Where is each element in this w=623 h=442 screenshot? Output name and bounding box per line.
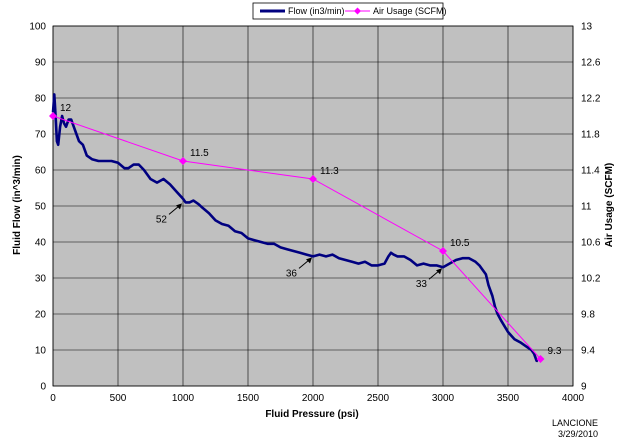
footer-date: 3/29/2010 <box>558 429 598 439</box>
right-tick-label: 9 <box>581 382 587 393</box>
left-tick-label: 90 <box>35 58 47 69</box>
left-tick-label: 0 <box>40 382 46 393</box>
air-usage-data-label: 10.5 <box>450 238 470 249</box>
annotation-label: 52 <box>156 214 168 225</box>
legend-air-label: Air Usage (SCFM) <box>373 6 447 16</box>
right-tick-label: 11 <box>581 202 592 213</box>
left-tick-label: 80 <box>35 94 47 105</box>
right-tick-label: 11.8 <box>581 130 600 141</box>
right-tick-label: 12.2 <box>581 94 601 105</box>
left-tick-label: 60 <box>35 166 47 177</box>
x-tick-label: 3000 <box>432 393 455 404</box>
right-tick-label: 10.6 <box>581 238 601 249</box>
left-axis-title: Fluid Flow (in^3/min) <box>12 155 23 255</box>
x-tick-label: 4000 <box>562 393 585 404</box>
air-usage-data-label: 12 <box>60 103 72 114</box>
air-usage-point <box>49 112 57 120</box>
air-usage-data-label: 9.3 <box>548 346 562 357</box>
x-tick-label: 1000 <box>172 393 195 404</box>
left-tick-label: 20 <box>35 310 47 321</box>
x-tick-label: 0 <box>50 393 56 404</box>
right-tick-label: 9.8 <box>581 310 595 321</box>
right-tick-label: 9.4 <box>581 346 595 357</box>
x-axis-ticks: 0 500 1000 1500 2000 2500 3000 3500 4000 <box>50 393 584 404</box>
air-usage-data-label: 11.3 <box>320 166 339 177</box>
annotation-label: 36 <box>286 268 298 279</box>
air-usage-point <box>179 157 187 165</box>
footer-name: LANCIONE <box>552 418 598 428</box>
right-tick-label: 10.2 <box>581 274 601 285</box>
legend-air-marker <box>354 7 361 15</box>
right-tick-label: 13 <box>581 22 593 33</box>
x-axis-title: Fluid Pressure (psi) <box>265 409 358 420</box>
right-axis-title: Air Usage (SCFM) <box>604 163 615 247</box>
left-tick-label: 100 <box>29 22 46 33</box>
legend-flow-label: Flow (in3/min) <box>288 6 345 16</box>
left-tick-label: 10 <box>35 346 47 357</box>
plot-area <box>52 25 574 387</box>
left-axis-ticks: 0 10 20 30 40 50 60 70 80 90 100 <box>29 22 46 393</box>
x-tick-label: 1500 <box>237 393 260 404</box>
legend: Flow (in3/min) Air Usage (SCFM) <box>252 2 447 20</box>
annotation-label: 33 <box>416 279 428 290</box>
air-usage-data-label: 11.5 <box>190 148 209 159</box>
x-tick-label: 3500 <box>497 393 520 404</box>
annotation-arrowhead <box>306 257 312 264</box>
left-tick-label: 40 <box>35 238 47 249</box>
x-tick-label: 2000 <box>302 393 325 404</box>
air-usage-point <box>536 355 545 363</box>
left-tick-label: 50 <box>35 202 47 213</box>
left-tick-label: 70 <box>35 130 47 141</box>
x-tick-label: 2500 <box>367 393 390 404</box>
annotation-layer: 52 36 33 <box>156 203 442 290</box>
right-axis-ticks: 9 9.4 9.8 10.2 10.6 11 11.4 11.8 12.2 12.6 13 <box>581 22 601 393</box>
right-tick-label: 12.6 <box>581 58 601 69</box>
right-tick-label: 11.4 <box>581 166 600 177</box>
annotation-arrowhead <box>436 268 442 275</box>
series-layer: 12 11.5 11.3 10.5 9.3 <box>49 93 562 363</box>
left-tick-label: 30 <box>35 274 47 285</box>
flow-series-line <box>51 93 538 363</box>
annotation-arrowhead <box>176 203 182 210</box>
air-usage-point <box>439 247 447 255</box>
air-usage-point <box>309 175 317 183</box>
x-tick-label: 500 <box>110 393 127 404</box>
